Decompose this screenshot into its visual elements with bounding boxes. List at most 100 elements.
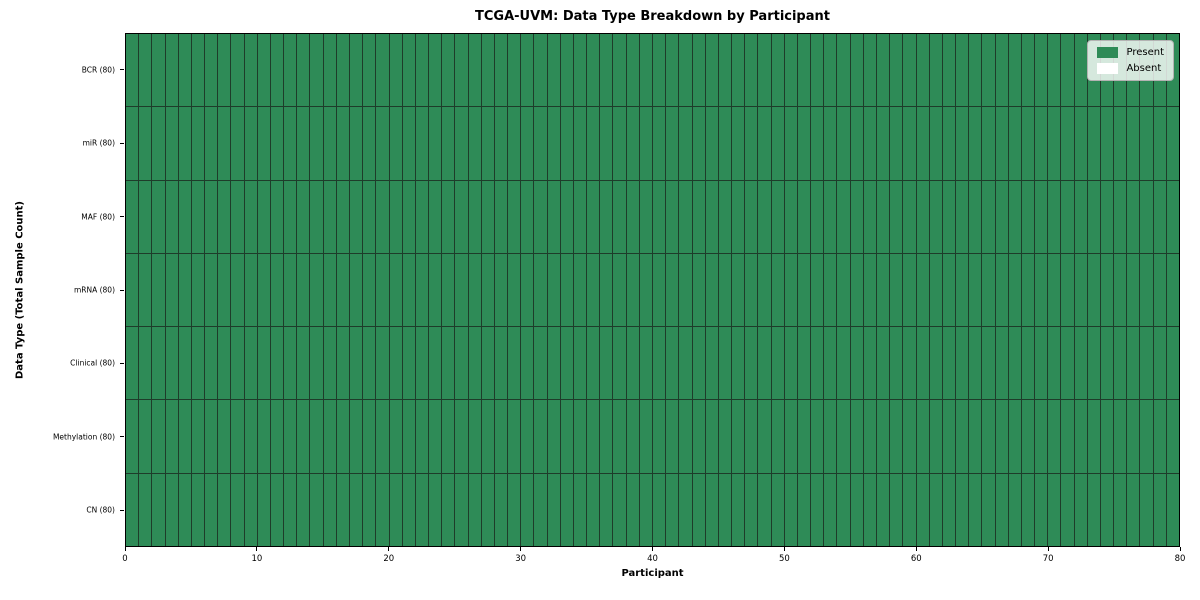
heatmap-cell (1127, 253, 1140, 327)
heatmap-cell (139, 253, 152, 327)
heatmap-cell (402, 180, 415, 253)
heatmap-cell (718, 253, 732, 327)
heatmap-cell (481, 253, 494, 327)
heatmap-cell (336, 253, 349, 327)
heatmap-cell (336, 473, 349, 546)
heatmap-cell (613, 473, 626, 546)
heatmap-cell (376, 327, 389, 400)
heatmap-cell (587, 180, 600, 253)
heatmap-cell (481, 34, 494, 107)
heatmap-cell (1021, 34, 1035, 107)
heatmap-cell (297, 473, 310, 546)
heatmap-cell (1061, 327, 1074, 400)
heatmap-cell (297, 400, 310, 473)
heatmap-cell (811, 473, 824, 546)
heatmap-cell (784, 34, 797, 107)
heatmap-cell (1061, 180, 1074, 253)
heatmap-cell (995, 34, 1008, 107)
heatmap-cell (1021, 473, 1035, 546)
heatmap-cell (191, 400, 205, 473)
heatmap-cell (534, 253, 547, 327)
heatmap-cell (270, 107, 284, 180)
x-tick-mark (1047, 547, 1049, 551)
y-tick-mark (120, 436, 124, 438)
heatmap-cell (956, 34, 969, 107)
y-tick-label: mRNA (80) (73, 285, 115, 295)
heatmap-cell (152, 327, 165, 400)
heatmap-cell (1114, 180, 1127, 253)
heatmap-cell (139, 327, 152, 400)
heatmap-cell (389, 473, 402, 546)
x-tick-label: 30 (515, 554, 527, 564)
heatmap-cell (666, 180, 679, 253)
heatmap-cell (270, 473, 284, 546)
heatmap-cell (1048, 473, 1061, 546)
heatmap-cell (468, 473, 481, 546)
heatmap-cell (1035, 107, 1048, 180)
heatmap-cell (942, 107, 956, 180)
heatmap-cell (191, 180, 205, 253)
heatmap-cell (494, 253, 508, 327)
heatmap-cell (205, 34, 218, 107)
heatmap-cell (508, 400, 521, 473)
heatmap-cell (429, 473, 442, 546)
plot-area: Present Absent (125, 33, 1180, 547)
heatmap-cell (270, 253, 284, 327)
heatmap-cell (547, 34, 560, 107)
heatmap-cell (481, 327, 494, 400)
heatmap-cell (718, 327, 732, 400)
heatmap-grid (126, 34, 1179, 546)
heatmap-cell (455, 327, 468, 400)
heatmap-cell (257, 253, 270, 327)
heatmap-cell (705, 107, 718, 180)
heatmap-cell (323, 473, 336, 546)
heatmap-cell (218, 34, 231, 107)
heatmap-cell (837, 34, 850, 107)
heatmap-cell (494, 473, 508, 546)
heatmap-cell (929, 327, 942, 400)
heatmap-cell (1008, 327, 1021, 400)
heatmap-cell (587, 400, 600, 473)
heatmap-cell (455, 400, 468, 473)
heatmap-cell (942, 400, 956, 473)
heatmap-cell (679, 473, 692, 546)
heatmap-cell (771, 180, 784, 253)
heatmap-cell (1087, 473, 1100, 546)
heatmap-cell (481, 107, 494, 180)
heatmap-cell (534, 473, 547, 546)
heatmap-cell (679, 107, 692, 180)
heatmap-cell (297, 253, 310, 327)
heatmap-cell (1127, 107, 1140, 180)
heatmap-cell (534, 34, 547, 107)
heatmap-cell (244, 473, 257, 546)
heatmap-cell (191, 107, 205, 180)
heatmap-cell (824, 180, 837, 253)
heatmap-cell (231, 180, 244, 253)
heatmap-cell (903, 400, 916, 473)
heatmap-cell (600, 107, 613, 180)
heatmap-cell (863, 400, 876, 473)
heatmap-cell (995, 400, 1008, 473)
heatmap-cell (376, 473, 389, 546)
heatmap-cell (653, 473, 666, 546)
heatmap-cell (982, 34, 995, 107)
heatmap-cell (415, 180, 429, 253)
heatmap-cell (995, 327, 1008, 400)
heatmap-cell (876, 400, 890, 473)
heatmap-cell (1087, 400, 1100, 473)
heatmap-cell (653, 34, 666, 107)
heatmap-cell (336, 180, 349, 253)
heatmap-cell (1048, 34, 1061, 107)
heatmap-cell (573, 473, 587, 546)
heatmap-cell (1114, 473, 1127, 546)
heatmap-cell (837, 327, 850, 400)
heatmap-cell (784, 253, 797, 327)
heatmap-cell (429, 180, 442, 253)
heatmap-cell (903, 34, 916, 107)
heatmap-cell (969, 327, 982, 400)
heatmap-cell (863, 473, 876, 546)
heatmap-cell (415, 253, 429, 327)
heatmap-cell (363, 253, 376, 327)
heatmap-cell (468, 107, 481, 180)
